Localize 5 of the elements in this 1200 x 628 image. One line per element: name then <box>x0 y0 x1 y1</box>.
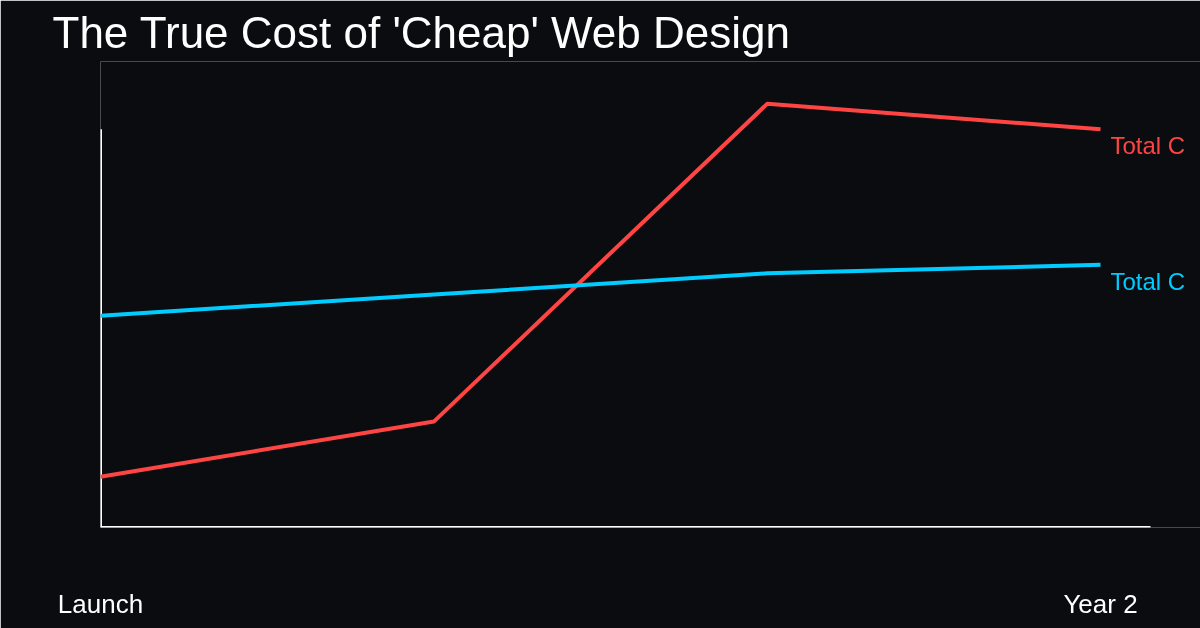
chart-title: The True Cost of 'Cheap' Web Design <box>52 7 790 57</box>
series-label: Total C <box>1110 132 1186 160</box>
series-label: Total C <box>1110 267 1186 295</box>
x-tick-label: Year 2 <box>1063 588 1138 619</box>
x-tick-label: Launch <box>57 588 144 619</box>
